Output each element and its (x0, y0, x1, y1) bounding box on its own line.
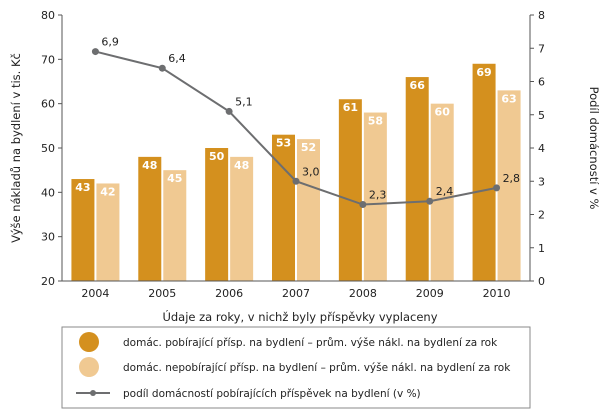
bar-value-label: 58 (368, 115, 383, 128)
bar-value-label: 52 (301, 141, 316, 154)
line-point-2006 (225, 107, 233, 115)
y2-axis-title: Podíl domácností v % (587, 87, 599, 210)
y2-tick-label: 0 (538, 275, 545, 288)
x-tick-label: 2004 (81, 287, 109, 300)
x-tick-label: 2009 (416, 287, 444, 300)
y-tick-label: 20 (41, 275, 55, 288)
line-point-2010 (493, 184, 501, 192)
bar-2008-series-2 (363, 112, 387, 282)
y-tick-label: 30 (41, 231, 55, 244)
y2-tick-label: 5 (538, 109, 545, 122)
bar-2008-series-1 (338, 99, 362, 281)
line-point-2008 (359, 201, 367, 209)
bar-value-label: 48 (234, 159, 249, 172)
line-point-2004 (91, 48, 99, 56)
bar-2005-series-2 (163, 170, 187, 281)
legend: domác. pobírající přísp. na bydlení – pr… (61, 326, 531, 409)
bar-value-label: 63 (501, 92, 516, 105)
bar-2010-series-2 (497, 90, 521, 281)
bar-value-label: 60 (435, 106, 451, 119)
line-value-label: 3,0 (302, 165, 320, 178)
bar-value-label: 61 (343, 101, 358, 114)
y2-tick-label: 2 (538, 209, 545, 222)
legend-box (61, 326, 531, 409)
bar-2005-series-1 (138, 156, 162, 281)
y-tick-label: 80 (41, 9, 55, 22)
bar-value-label: 42 (100, 185, 115, 198)
legend-label-3: podíl domácností pobírajících příspěvek … (123, 388, 421, 400)
line-value-label: 2,4 (436, 185, 454, 198)
y2-tick-label: 6 (538, 76, 545, 89)
x-tick-label: 2007 (282, 287, 310, 300)
bar-value-label: 66 (410, 79, 426, 92)
bar-2004-series-1 (71, 179, 95, 281)
bar-value-label: 50 (209, 150, 225, 163)
y2-tick-label: 3 (538, 175, 545, 188)
line-point-2009 (426, 197, 434, 205)
bar-2004-series-2 (96, 183, 120, 281)
y-tick-label: 60 (41, 98, 55, 111)
bar-value-label: 53 (276, 137, 291, 150)
line-value-label: 6,4 (168, 52, 186, 65)
legend-line-marker (90, 390, 96, 396)
bar-2009-series-1 (405, 77, 429, 281)
legend-label-2: domác. nepobírající přísp. na bydlení – … (123, 362, 511, 374)
bar-value-label: 48 (142, 159, 157, 172)
legend-swatch-2 (79, 357, 99, 377)
legend-label-1: domác. pobírající přísp. na bydlení – pr… (123, 337, 498, 349)
x-tick-label: 2008 (349, 287, 377, 300)
y2-tick-label: 4 (538, 142, 545, 155)
x-axis-title: Údaje za roky, v nichž byly příspěvky vy… (162, 309, 437, 324)
x-tick-label: 2005 (148, 287, 176, 300)
y-axis-title: Výše nákladů na bydlení v tis. Kč (9, 53, 23, 243)
bar-2007-series-1 (272, 134, 295, 281)
bar-2010-series-1 (472, 63, 496, 282)
bar-value-label: 69 (476, 66, 491, 79)
bar-value-label: 45 (167, 172, 182, 185)
y2-tick-label: 1 (538, 242, 545, 255)
x-tick-label: 2010 (483, 287, 511, 300)
bar-2007-series-2 (297, 139, 320, 281)
legend-swatch-1 (79, 332, 99, 352)
bar-2006-series-1 (205, 148, 229, 281)
line-value-label: 6,9 (101, 36, 119, 49)
y-tick-label: 50 (41, 142, 55, 155)
line-value-label: 2,3 (369, 189, 387, 202)
y-tick-label: 70 (41, 53, 55, 66)
line-value-label: 2,8 (503, 172, 520, 185)
line-point-2005 (158, 64, 166, 72)
y-tick-label: 40 (41, 186, 55, 199)
line-value-label: 5,1 (235, 95, 253, 108)
bar-2006-series-2 (230, 156, 254, 281)
line-point-2007 (292, 177, 300, 185)
y2-tick-label: 8 (538, 9, 545, 22)
x-tick-label: 2006 (215, 287, 243, 300)
y2-tick-label: 7 (538, 42, 545, 55)
bar-value-label: 43 (75, 181, 90, 194)
bar-2009-series-2 (430, 103, 454, 282)
